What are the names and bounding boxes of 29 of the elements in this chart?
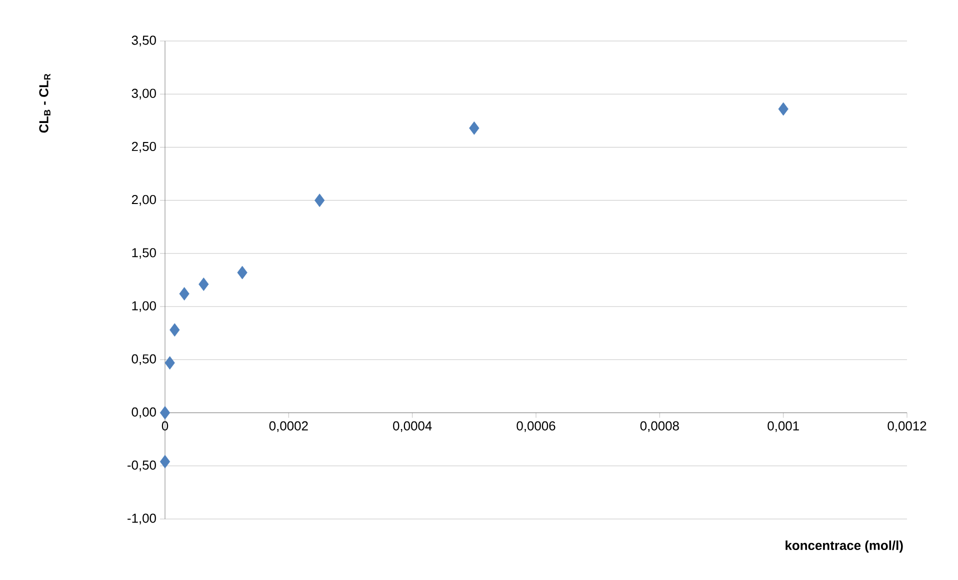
- y-tick-label: -1,00: [128, 514, 156, 524]
- point: [237, 266, 248, 280]
- x-tick-label: 0,0008: [640, 421, 679, 432]
- point: [164, 356, 175, 370]
- y-tick-label: 2,50: [132, 142, 156, 153]
- x-tick-label: 0,001: [768, 421, 799, 432]
- y-tick-label: 3,00: [132, 88, 156, 100]
- y-tick-label: -0,50: [128, 460, 156, 472]
- x-axis-title: koncentrace (mol/l): [786, 540, 903, 553]
- y-tick-label: 0,50: [132, 354, 156, 366]
- x-tick-label: 0: [162, 421, 168, 430]
- point: [160, 406, 170, 420]
- x-tick-label: 0,0012: [888, 421, 926, 432]
- x-tick-label: 0,0006: [516, 421, 556, 432]
- point: [160, 454, 170, 468]
- y-tick-label: 3,50: [132, 36, 156, 46]
- text: CL$_{B}$ - CL$_{R}$: [39, 74, 50, 133]
- point: [170, 323, 180, 337]
- point: [198, 278, 209, 291]
- x-tick-label: 0,0004: [393, 421, 432, 432]
- y-tick-label: 0,00: [132, 407, 156, 418]
- point: [179, 287, 190, 301]
- point: [314, 194, 325, 208]
- y-tick-label: 2,00: [132, 194, 156, 206]
- point: [778, 102, 788, 116]
- y-tick-label: 1,00: [132, 301, 156, 312]
- point: [469, 121, 480, 135]
- y-tick-label: 1,50: [132, 248, 156, 259]
- x-tick-label: 0,0002: [269, 421, 308, 432]
